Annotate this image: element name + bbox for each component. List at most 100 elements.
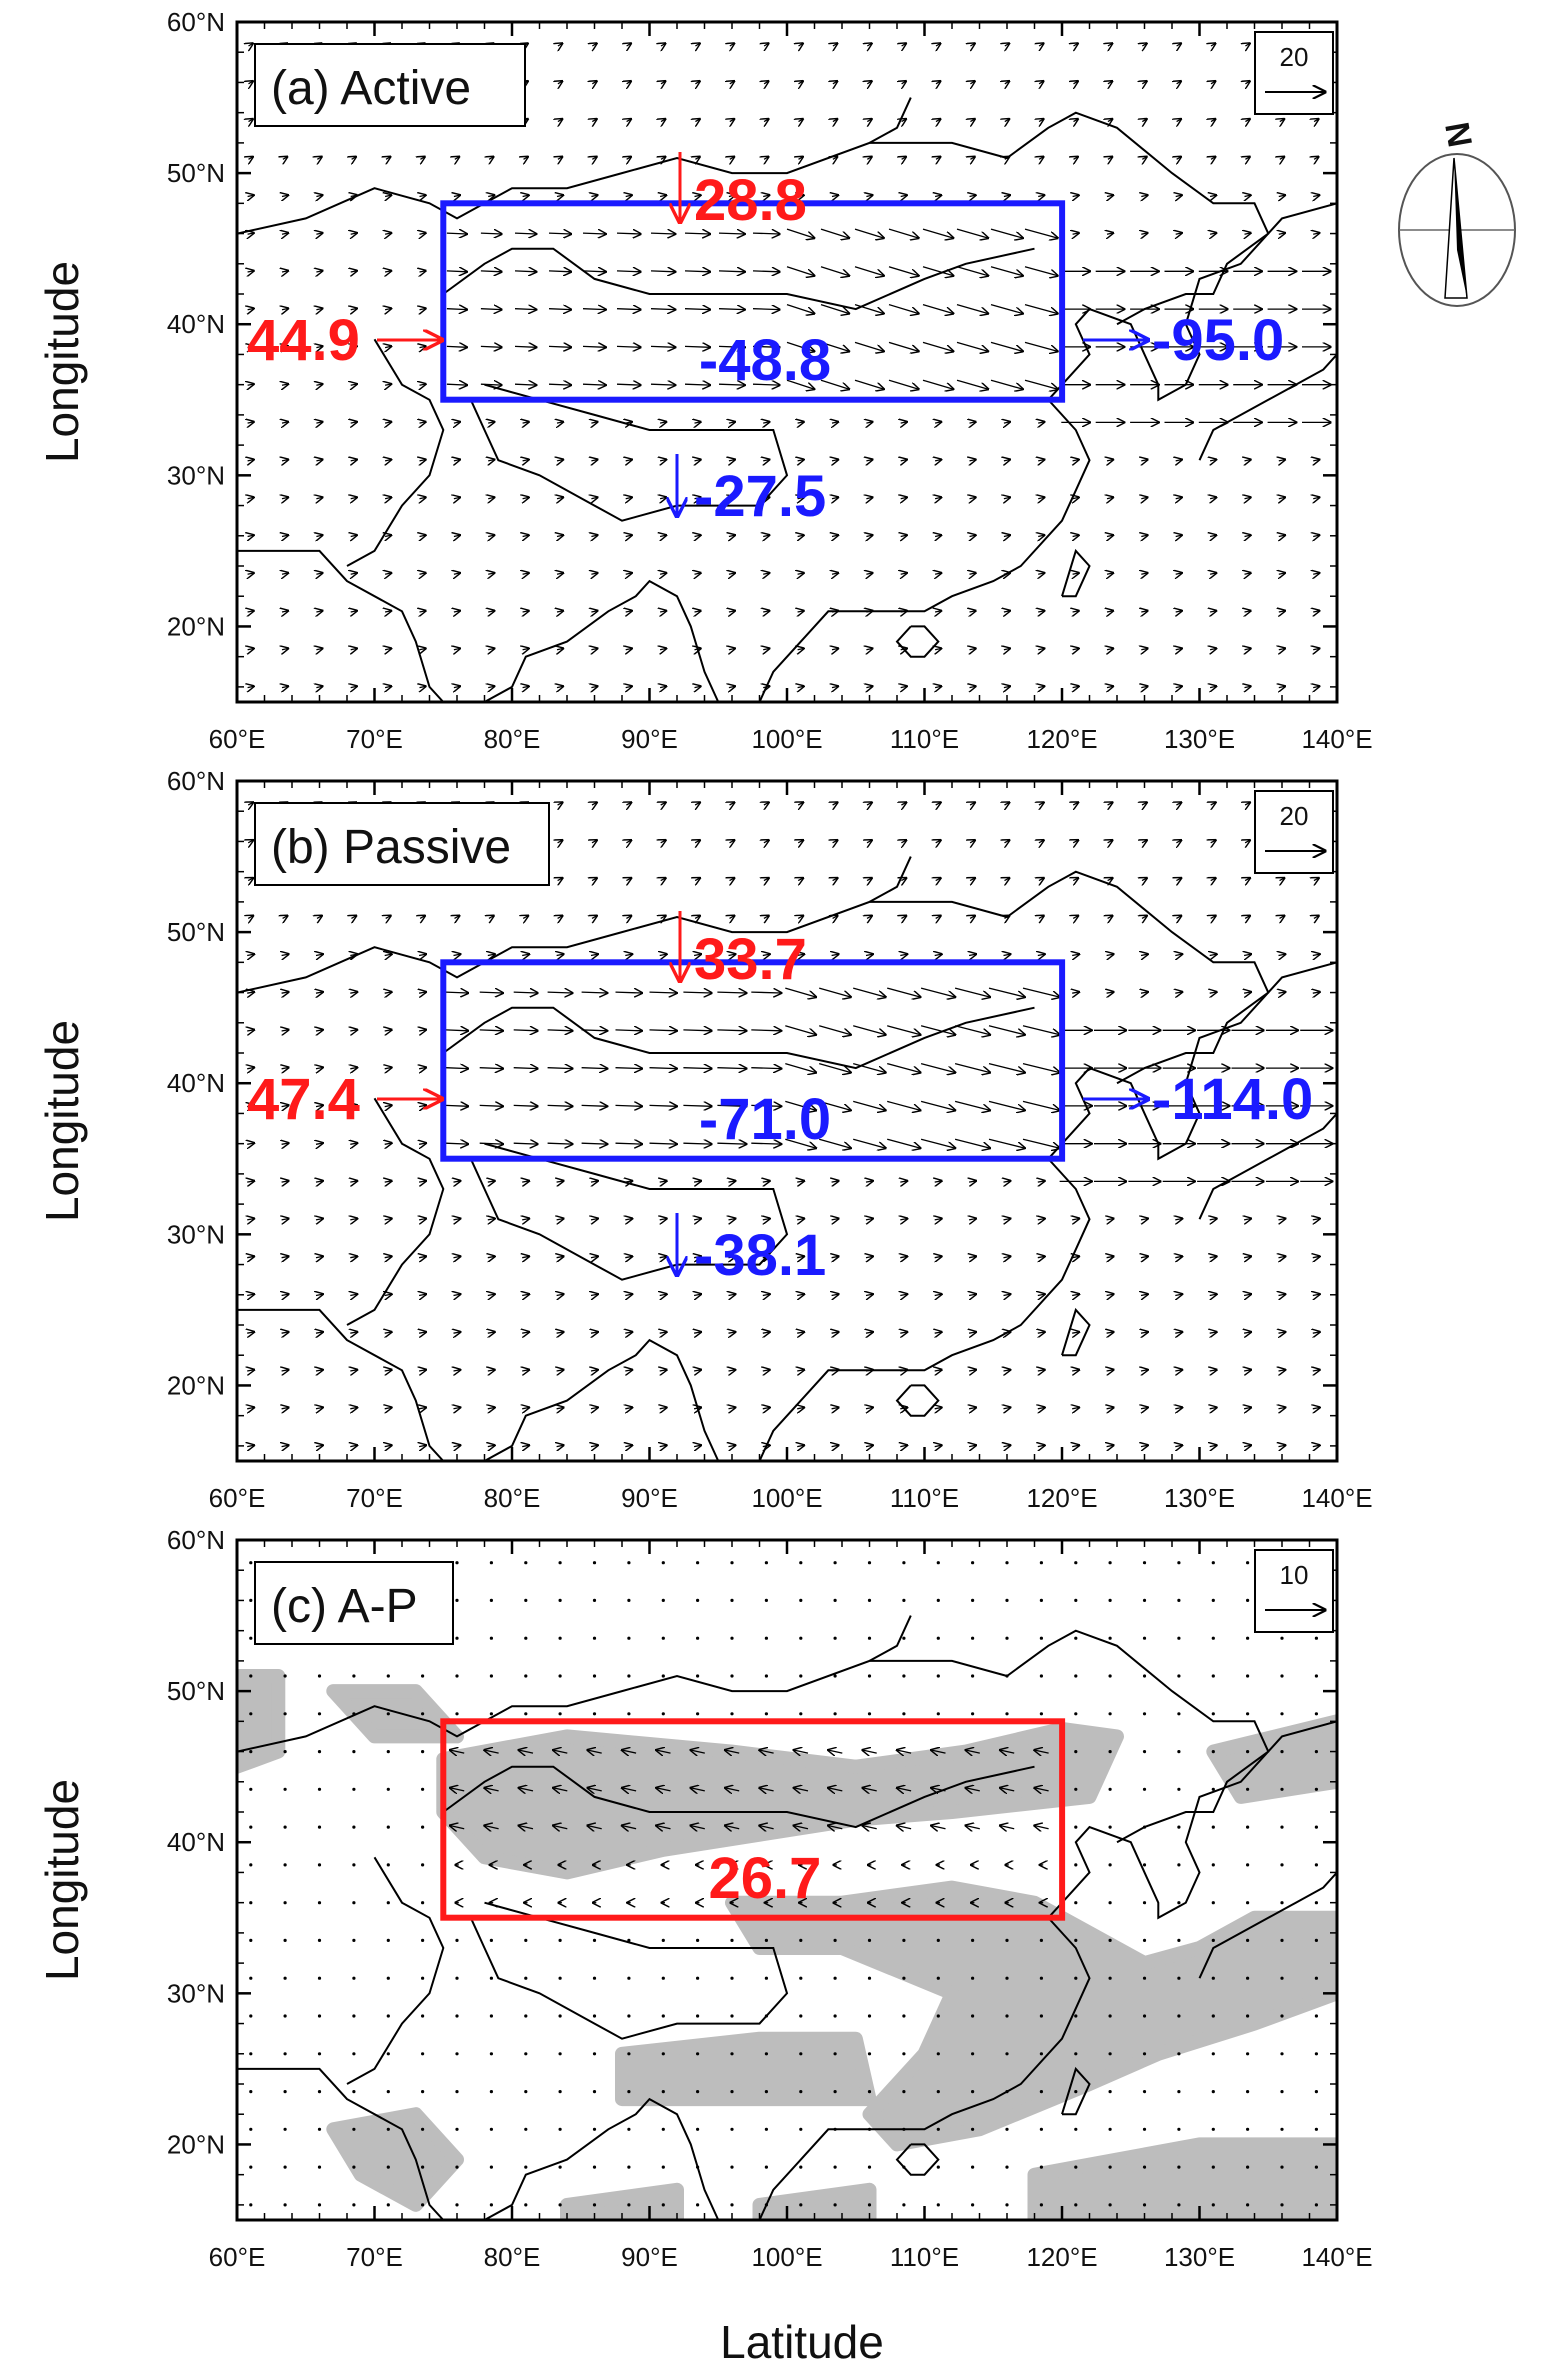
wind-vector [935,422,941,423]
wind-vector [558,81,563,84]
wind-vector [729,497,735,498]
wind-vector [1022,1062,1060,1073]
wind-vector [421,2090,425,2094]
wind-vector [1211,1636,1215,1640]
wind-vector [798,460,804,461]
x-tick-label: 140°E [1301,2242,1372,2272]
wind-vector [282,1407,289,1408]
wind-vector [650,384,676,385]
wind-vector [454,535,460,536]
wind-vector [317,157,322,160]
wind-vector [798,648,804,649]
wind-vector [622,1788,637,1791]
wind-vector [1074,2052,1078,2056]
wind-vector [523,573,529,574]
wind-vector [419,1370,426,1371]
wind-vector [1279,992,1286,993]
wind-vector [1177,1901,1181,1905]
wind-vector [385,535,391,536]
wind-vector [421,2052,425,2056]
wind-vector [684,233,710,234]
wind-vector [931,1788,946,1791]
wind-vector [316,233,322,234]
wind-vector [626,648,632,649]
wind-vector [1211,1750,1215,1754]
wind-vector [1279,195,1285,196]
wind-vector [971,1938,975,1942]
wind-vector [419,1256,426,1257]
wind-vector [969,1370,976,1371]
wind-vector [1073,648,1079,649]
wind-vector [729,648,735,649]
wind-vector [625,1256,632,1257]
wind-vector [660,1370,667,1371]
wind-vector [248,686,254,687]
wind-vector [887,1025,920,1035]
wind-vector [489,1598,493,1602]
wind-vector [386,1787,390,1791]
wind-vector [1313,954,1320,955]
wind-vector [488,535,494,536]
wind-vector [935,686,941,687]
wind-vector [990,379,1023,389]
wind-vector [1211,1674,1215,1678]
wind-vector [988,1138,1025,1148]
wind-vector [866,954,873,955]
wind-vector [661,2203,665,2207]
wind-vector [248,648,254,649]
wind-vector [683,1030,711,1031]
wind-vector [1246,1825,1250,1829]
wind-vector [1176,535,1182,536]
wind-vector [854,228,884,238]
wind-vector [988,987,1025,997]
wind-vector [1210,648,1216,649]
wind-vector [729,1294,736,1295]
wind-vector [867,802,872,805]
wind-vector [1246,1636,1250,1640]
wind-vector [1279,497,1285,498]
wind-vector [887,1138,920,1148]
wind-vector [557,422,563,423]
wind-vector [454,422,460,423]
wind-vector [587,1826,602,1829]
panel-title: (c) A-P [271,1580,418,1633]
wind-vector [764,81,769,84]
wind-vector [764,2165,769,2169]
wind-vector [282,1105,289,1106]
wind-vector [317,1750,322,1754]
wind-vector [1245,81,1250,84]
wind-vector [1038,573,1044,574]
wind-vector [832,1219,839,1220]
wind-vector [888,228,919,238]
wind-vector [764,2090,769,2094]
wind-vector [1004,460,1010,461]
wind-vector [1176,686,1182,687]
wind-vector [249,2090,253,2094]
wind-vector [1211,2165,1215,2169]
wind-vector [1246,1561,1250,1565]
wind-vector [1141,1219,1148,1220]
wind-vector [386,1750,390,1754]
wind-vector [445,1105,469,1106]
wind-vector [351,271,357,272]
wind-vector [1211,1787,1215,1791]
wind-vector [480,384,502,385]
wind-vector [763,1256,770,1257]
wind-vector [1073,573,1079,574]
wind-vector [1177,1561,1181,1565]
wind-vector [656,1750,671,1753]
reference-vector-box [1254,790,1334,874]
wind-vector [866,1370,873,1371]
wind-vector [660,535,666,536]
wind-vector [1107,1332,1114,1333]
wind-vector [249,119,254,122]
wind-vector [479,992,503,993]
wind-vector [763,1181,770,1182]
wind-vector [833,157,838,160]
wind-vector [661,802,666,805]
wind-vector [316,1256,323,1257]
wind-vector [592,119,597,122]
reference-vector-label: 20 [1280,42,1309,72]
wind-vector [763,422,769,423]
wind-vector [853,1025,886,1035]
